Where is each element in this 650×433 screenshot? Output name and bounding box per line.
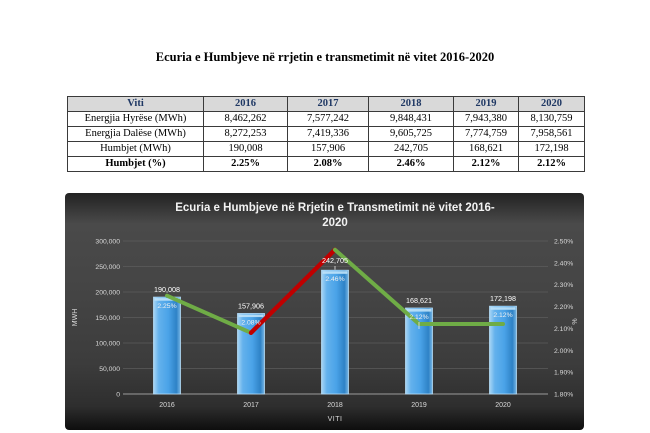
bar-top-highlight — [322, 271, 348, 274]
table-cell: Energjia Hyrëse (MWh) — [67, 111, 204, 127]
y-axis-right-tick-label: 1.90% — [554, 370, 573, 377]
bar-top-highlight — [406, 309, 432, 312]
bar-value-label: 157,906 — [238, 301, 264, 310]
table-cell: 168,621 — [453, 141, 519, 157]
chart-canvas: Ecuria e Humbjeve në Rrjetin e Transmeti… — [72, 202, 579, 423]
y-axis-left-title: MWH — [72, 309, 79, 327]
bar-top-highlight — [238, 314, 264, 318]
line-percent-label: 2.12% — [409, 314, 428, 321]
document-title: Ecuria e Humbjeve në rrjetin e transmeti… — [155, 50, 495, 64]
y-axis-right-tick-label: 2.40% — [554, 260, 573, 267]
y-axis-left-tick-label: 0 — [116, 392, 120, 399]
x-axis-tick-label: 2019 — [411, 402, 427, 409]
table-cell: Humbjet (%) — [67, 156, 204, 172]
table-row: Energjia Dalëse (MWh) 8,272,253 7,419,336 9… — [67, 126, 585, 142]
table-row: Humbjet (MWh) 190,008 157,906 242,705 168,62… — [67, 141, 585, 157]
y-axis-right-title: % — [572, 318, 579, 324]
y-axis-left-tick-label: 50,000 — [99, 366, 120, 373]
table-cell: 8,130,759 — [518, 111, 585, 127]
table-cell: 2.46% — [368, 156, 454, 172]
table-cell: 172,198 — [518, 141, 585, 157]
table-header-cell: 2019 — [453, 96, 519, 112]
y-axis-left-tick-label: 150,000 — [95, 315, 120, 322]
table-header-cell: 2018 — [368, 96, 454, 112]
table-header-cell: 2016 — [203, 96, 288, 112]
line-percent-label: 2.25% — [157, 303, 176, 310]
table-cell: 2.12% — [518, 156, 585, 172]
table-cell: 2.08% — [287, 156, 369, 172]
x-axis-tick-label: 2017 — [243, 402, 259, 409]
bar-top-highlight — [154, 298, 180, 301]
bar-2018 — [321, 269, 349, 395]
bar-value-label: 242,705 — [322, 256, 348, 265]
table-cell: Humbjet (MWh) — [67, 141, 204, 157]
y-axis-right-tick-label: 2.50% — [554, 239, 573, 246]
trend-line-segment-increase — [248, 247, 338, 336]
chart-title-line: 2020 — [322, 217, 348, 229]
line-percent-label: 2.08% — [241, 319, 260, 326]
table-cell: 9,848,431 — [368, 111, 454, 127]
table-cell: 8,462,262 — [203, 111, 288, 127]
bar-2016 — [153, 296, 181, 395]
table-cell: 7,774,759 — [453, 126, 519, 142]
table-cell: 2.12% — [453, 156, 519, 172]
x-axis-title: VITI — [328, 416, 343, 423]
table-cell: 7,943,380 — [453, 111, 519, 127]
y-axis-right-tick-label: 2.00% — [554, 348, 573, 355]
table-cell: 242,705 — [368, 141, 454, 157]
x-axis-tick-label: 2020 — [495, 402, 511, 409]
table-cell: 190,008 — [203, 141, 288, 157]
y-axis-right-tick-label: 2.20% — [554, 304, 573, 311]
table-cell: 9,605,725 — [368, 126, 454, 142]
table-header-cell: 2020 — [518, 96, 585, 112]
x-axis-tick-label: 2016 — [159, 402, 175, 409]
table-cell: 157,906 — [287, 141, 369, 157]
trend-line-segment-decrease — [165, 293, 253, 335]
table-cell: Energjia Dalëse (MWh) — [67, 126, 204, 142]
trend-line-segment-decrease — [333, 247, 421, 327]
y-axis-left-tick-label: 300,000 — [95, 239, 120, 246]
table-cell: 7,419,336 — [287, 126, 369, 142]
table-header-cell: 2017 — [287, 96, 369, 112]
table-cell: 7,577,242 — [287, 111, 369, 127]
table-cell: 8,272,253 — [203, 126, 288, 142]
line-percent-label: 2.12% — [493, 312, 512, 319]
table-header-row: Viti 2016 2017 2018 2019 2020 — [67, 96, 585, 112]
losses-chart: Ecuria e Humbjeve në Rrjetin e Transmeti… — [65, 193, 584, 430]
chart-title-line: Ecuria e Humbjeve në Rrjetin e Transmeti… — [175, 202, 495, 214]
table-row: Humbjet (%) 2.25% 2.08% 2.46% 2.12% 2.12% — [67, 156, 585, 172]
y-axis-left-tick-label: 100,000 — [95, 341, 120, 348]
bar-value-label: 172,198 — [490, 294, 516, 303]
bar-value-label: 168,621 — [406, 296, 432, 305]
y-axis-right-tick-label: 2.30% — [554, 282, 573, 289]
bar-value-label: 190,008 — [154, 285, 180, 294]
table-cell: 7,958,561 — [518, 126, 585, 142]
losses-table: Viti 2016 2017 2018 2019 2020 Energjia Hyrëse… — [67, 96, 585, 172]
table-row: Energjia Hyrëse (MWh) 8,462,262 7,577,242 9… — [67, 111, 585, 127]
bar-top-highlight — [490, 307, 516, 310]
bar-2020 — [489, 305, 517, 395]
y-axis-left-tick-label: 250,000 — [95, 264, 120, 271]
y-axis-right-tick-label: 2.10% — [554, 326, 573, 333]
x-axis-tick-label: 2018 — [327, 402, 343, 409]
y-axis-left-tick-label: 200,000 — [95, 290, 120, 297]
y-axis-right-tick-label: 1.80% — [554, 392, 573, 399]
table-cell: 2.25% — [203, 156, 288, 172]
table-header-cell: Viti — [67, 96, 204, 112]
line-percent-label: 2.46% — [325, 276, 344, 283]
